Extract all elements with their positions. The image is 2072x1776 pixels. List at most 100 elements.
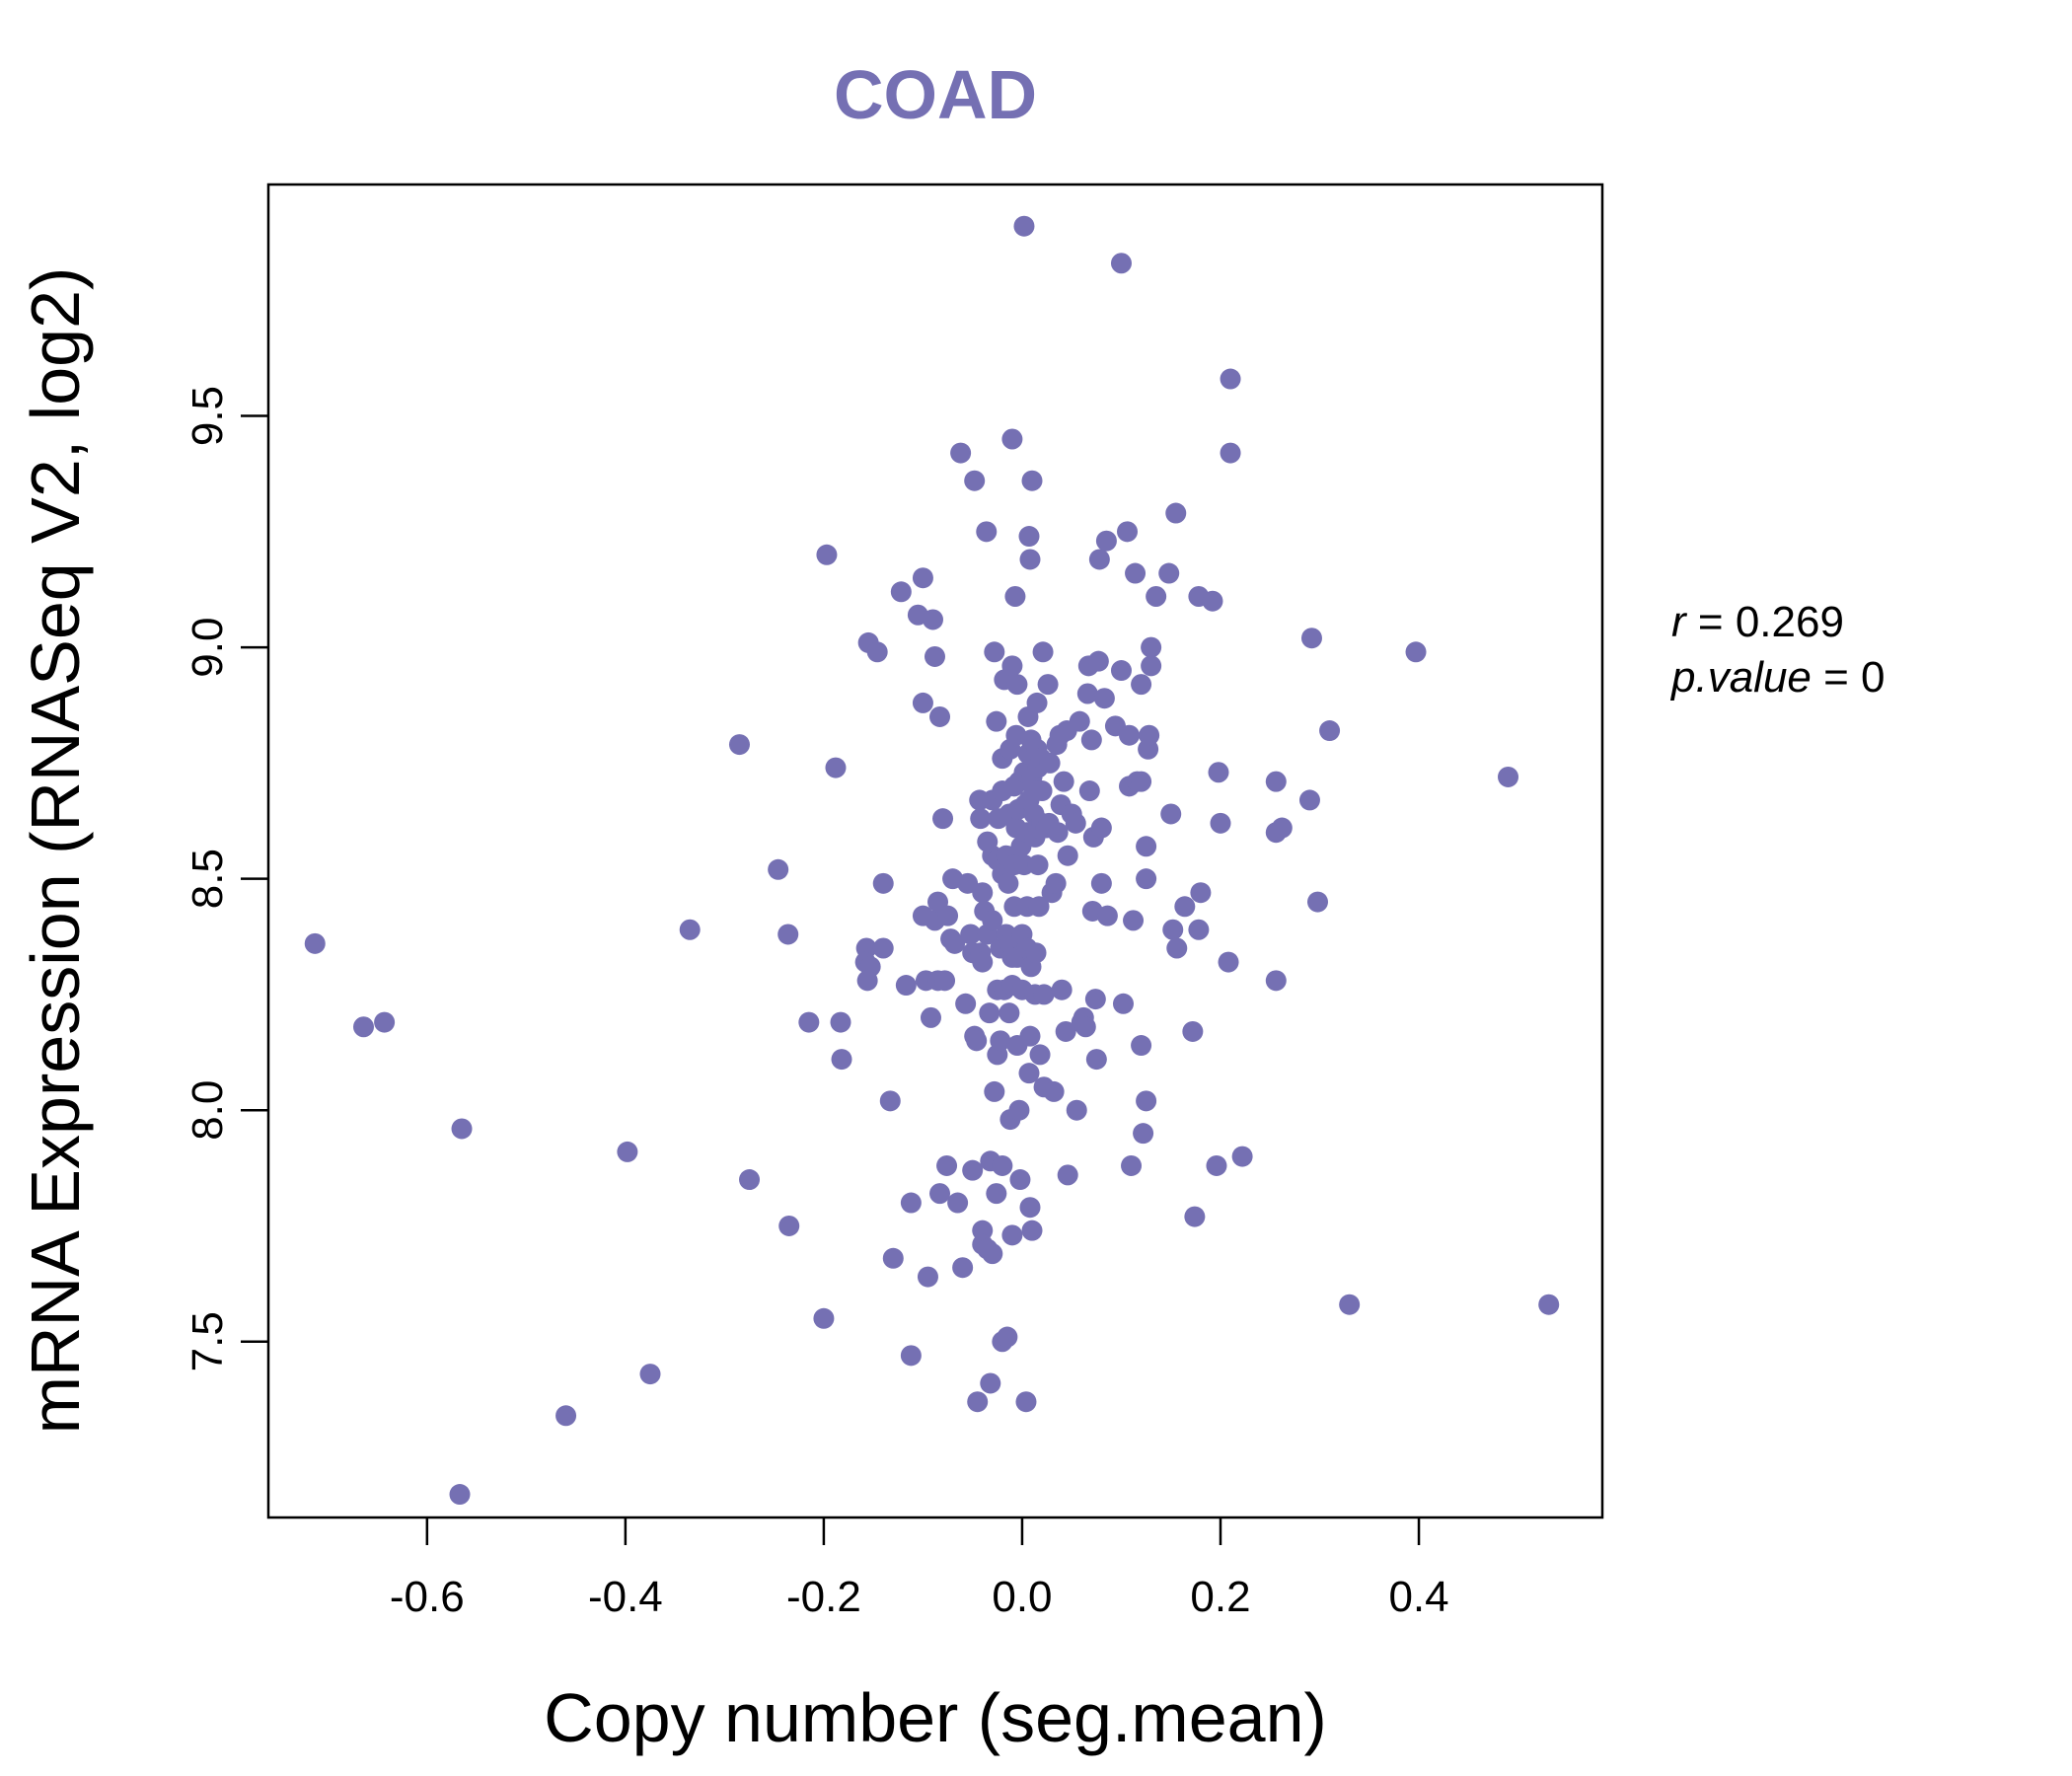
data-point — [982, 1243, 1003, 1265]
data-point — [1265, 970, 1287, 992]
data-point — [900, 1192, 922, 1214]
data-point — [944, 932, 966, 954]
data-point — [1025, 942, 1047, 964]
data-point — [1136, 836, 1157, 857]
data-point — [1190, 882, 1212, 904]
p-label: p.value — [1669, 653, 1812, 702]
p-value-annotation: p.value = 0 — [1669, 653, 1886, 702]
data-point — [449, 1484, 471, 1506]
data-point — [1162, 919, 1184, 940]
data-point — [900, 1345, 922, 1367]
data-point — [976, 521, 998, 543]
data-point — [1001, 1224, 1023, 1246]
data-point — [936, 1154, 958, 1176]
data-point — [1121, 1154, 1143, 1176]
data-point — [912, 567, 933, 589]
data-point — [1220, 442, 1241, 464]
data-point — [882, 1247, 904, 1269]
data-point — [964, 470, 986, 491]
data-point — [728, 734, 750, 756]
data-point — [1053, 771, 1074, 792]
data-point — [1174, 896, 1196, 918]
data-point — [997, 1326, 1018, 1348]
data-point — [970, 808, 992, 830]
data-point — [1202, 590, 1223, 612]
y-axis: 7.5 8.0 8.5 9.0 9.5 — [184, 386, 268, 1371]
data-point — [1206, 1154, 1227, 1176]
data-point — [1093, 688, 1115, 709]
data-point — [1055, 1020, 1076, 1042]
data-point — [950, 442, 972, 464]
data-point — [1051, 979, 1073, 1000]
data-point — [813, 1307, 835, 1329]
data-point — [555, 1405, 577, 1427]
data-point — [1300, 628, 1322, 649]
y-tick-label: 9.0 — [184, 618, 232, 678]
data-point — [1088, 549, 1110, 570]
data-point — [1085, 1049, 1107, 1071]
data-point — [739, 1169, 761, 1191]
data-point — [1028, 896, 1050, 918]
data-point — [1069, 710, 1090, 732]
data-point — [1307, 891, 1329, 913]
x-tick-label: -0.6 — [390, 1573, 465, 1621]
data-point — [1019, 1197, 1041, 1219]
data-point — [1136, 1090, 1157, 1112]
data-point — [992, 1154, 1013, 1176]
data-point — [1160, 803, 1182, 825]
data-point — [1119, 724, 1141, 746]
data-point — [1339, 1294, 1361, 1315]
plot-frame — [266, 183, 1604, 1519]
data-point — [825, 757, 847, 778]
data-point — [768, 858, 789, 880]
data-point — [1117, 521, 1139, 543]
data-point — [1057, 1164, 1078, 1186]
data-point — [1090, 817, 1112, 839]
data-point — [986, 1183, 1007, 1205]
data-point — [1265, 771, 1287, 792]
data-point — [798, 1011, 820, 1033]
data-points — [304, 215, 1560, 1506]
data-point — [1110, 253, 1132, 274]
data-point — [1009, 1169, 1031, 1191]
data-point — [639, 1364, 661, 1385]
data-point — [990, 1030, 1011, 1052]
data-point — [967, 1391, 989, 1413]
data-point — [890, 581, 912, 603]
data-point — [1125, 562, 1147, 584]
data-point — [1015, 1391, 1037, 1413]
data-point — [1018, 1063, 1040, 1084]
data-point — [952, 1257, 974, 1279]
data-point — [374, 1011, 396, 1033]
data-point — [866, 641, 888, 663]
r-value: 0.269 — [1736, 598, 1844, 646]
data-point — [917, 1266, 938, 1288]
data-point — [972, 882, 994, 904]
data-point — [980, 1372, 1001, 1394]
data-point — [924, 645, 945, 667]
x-tick-label: 0.4 — [1388, 1573, 1448, 1621]
data-point — [1029, 1044, 1051, 1066]
data-point — [1319, 720, 1341, 742]
data-point — [1087, 650, 1109, 672]
x-axis: -0.6 -0.4 -0.2 0.0 0.2 0.4 — [390, 1517, 1449, 1621]
data-point — [1210, 812, 1231, 834]
y-tick-label: 7.5 — [184, 1311, 232, 1371]
data-point — [1131, 674, 1152, 696]
data-point — [1405, 641, 1427, 663]
data-point — [1165, 502, 1187, 524]
x-tick-label: -0.4 — [588, 1573, 663, 1621]
data-point — [1498, 766, 1519, 787]
data-point — [1271, 817, 1293, 839]
data-point — [1032, 641, 1054, 663]
data-point — [957, 872, 979, 894]
data-point — [1090, 872, 1112, 894]
data-point — [1001, 655, 1023, 677]
data-point — [778, 1215, 800, 1236]
data-point — [1096, 905, 1118, 926]
data-point — [1231, 1146, 1253, 1167]
data-point — [1047, 822, 1069, 844]
r-equals: = — [1686, 598, 1736, 646]
data-point — [998, 872, 1019, 894]
